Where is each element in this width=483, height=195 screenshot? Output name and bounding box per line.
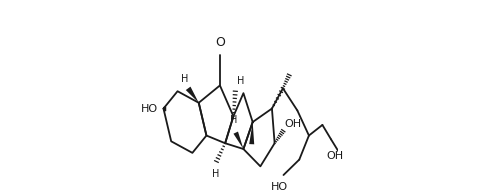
Text: HO: HO xyxy=(270,182,287,192)
Text: OH: OH xyxy=(284,119,301,129)
Text: H: H xyxy=(212,169,219,179)
Polygon shape xyxy=(233,132,243,149)
Text: OH: OH xyxy=(326,151,343,161)
Polygon shape xyxy=(249,122,254,144)
Text: H: H xyxy=(237,76,244,86)
Text: HO: HO xyxy=(141,104,158,113)
Text: H: H xyxy=(181,74,188,83)
Text: H: H xyxy=(230,115,238,125)
Text: O: O xyxy=(215,36,225,49)
Polygon shape xyxy=(186,87,199,103)
